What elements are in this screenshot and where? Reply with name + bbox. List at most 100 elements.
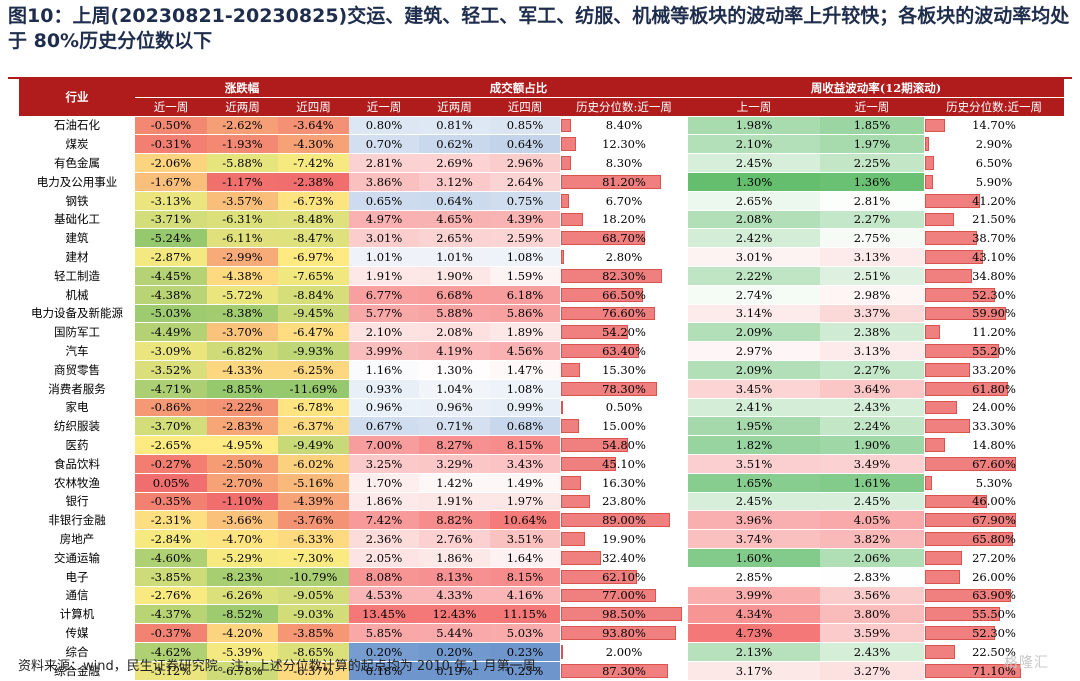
percentile-bar [561, 456, 617, 471]
turnover-share-cell: 0.85% [490, 116, 560, 136]
table-row: 钢铁 -3.13% -3.57% -6.73% 0.65% 0.64% 0.75% 6.70%… [19, 191, 1065, 211]
return-cell: -8.23% [207, 567, 278, 587]
return-cell: -5.72% [207, 285, 278, 305]
volatility-cell: 1.36% [820, 172, 924, 192]
turnover-share-cell: 4.97% [349, 210, 419, 230]
turnover-share-cell: 0.23% [490, 642, 560, 662]
percentile-cell: 68.70% [560, 228, 688, 249]
turnover-share-cell: 7.00% [349, 435, 419, 455]
percentile-cell: 98.50% [560, 604, 688, 625]
turnover-share-cell: 8.15% [490, 435, 560, 455]
industry-name: 交通运输 [19, 548, 135, 568]
volatility-cell: 2.65% [688, 191, 820, 211]
col-header: 近一周 [135, 97, 207, 117]
turnover-share-cell: 0.67% [349, 416, 419, 437]
percentile-cell: 67.60% [924, 454, 1065, 474]
percentile-bar [925, 569, 960, 584]
percentile-cell: 61.80% [924, 379, 1065, 399]
percentile-value: 11.20% [972, 325, 1016, 340]
turnover-share-cell: 1.86% [419, 548, 490, 568]
turnover-share-cell: 1.89% [490, 322, 560, 343]
return-cell: -2.87% [135, 247, 207, 267]
industry-name: 轻工制造 [19, 266, 135, 286]
turnover-share-cell: 0.75% [490, 191, 560, 211]
turnover-share-cell: 1.49% [490, 473, 560, 493]
volatility-cell: 3.82% [820, 529, 924, 549]
table-row: 传媒 -0.37% -4.20% -3.85% 5.85% 5.44% 5.03% 93.80… [19, 623, 1065, 643]
percentile-cell: 5.30% [924, 473, 1065, 493]
volatility-cell: 2.38% [820, 322, 924, 343]
col-header: 近一周 [820, 97, 924, 117]
industry-name: 建材 [19, 247, 135, 267]
table-row: 商贸零售 -3.52% -4.33% -6.25% 1.16% 1.30% 1.47% 15.… [19, 360, 1065, 380]
table-row: 有色金属 -2.06% -5.88% -7.42% 2.81% 2.69% 2.96% 8.3… [19, 153, 1065, 173]
turnover-share-cell: 1.91% [349, 266, 419, 286]
return-cell: -2.31% [135, 510, 207, 531]
percentile-value: 87.30% [602, 663, 646, 678]
return-cell: -2.83% [207, 416, 278, 437]
volatility-cell: 2.08% [688, 210, 820, 230]
percentile-cell: 77.00% [560, 586, 688, 606]
return-cell: -4.49% [135, 322, 207, 343]
percentile-bar [925, 306, 1006, 321]
volatility-cell: 2.43% [820, 398, 924, 418]
percentile-bar [925, 607, 1000, 622]
table-row: 综合 -4.62% -5.39% -8.65% 0.20% 0.20% 0.23% 2.00%… [19, 642, 1065, 662]
return-cell: -4.60% [135, 548, 207, 568]
turnover-share-cell: 0.65% [349, 191, 419, 211]
percentile-value: 55.50% [972, 607, 1016, 622]
percentile-bar [561, 174, 661, 189]
table-row: 汽车 -3.09% -6.82% -9.93% 3.99% 4.19% 4.56% 63.40… [19, 341, 1065, 361]
percentile-value: 52.30% [972, 287, 1016, 302]
percentile-value: 81.20% [602, 174, 646, 189]
percentile-cell: 93.80% [560, 623, 688, 643]
industry-name: 医药 [19, 435, 135, 455]
percentile-value: 43.10% [972, 250, 1016, 265]
percentile-value: 23.80% [602, 494, 646, 509]
turnover-share-cell: 5.88% [419, 304, 490, 324]
turnover-share-cell: 3.51% [490, 529, 560, 549]
sector-table: 行业 涨跌幅 成交额占比 周收益波动率(12期滚动) 近一周 近两周 近四周 近… [19, 79, 1065, 681]
percentile-bar [925, 344, 1000, 358]
percentile-bar [561, 419, 580, 434]
industry-name: 国防军工 [19, 322, 135, 343]
percentile-bar [561, 494, 591, 509]
percentile-bar [561, 626, 677, 640]
return-cell: -1.10% [207, 492, 278, 512]
return-cell: -2.84% [135, 529, 207, 549]
percentile-bar [561, 663, 669, 678]
return-cell: -5.39% [207, 642, 278, 662]
volatility-cell: 1.61% [820, 473, 924, 493]
return-cell: -6.82% [207, 341, 278, 361]
percentile-cell: 27.20% [924, 548, 1065, 568]
volatility-cell: 3.99% [688, 586, 820, 606]
percentile-bar [561, 325, 628, 340]
return-cell: -6.73% [278, 191, 349, 211]
percentile-cell: 0.50% [560, 398, 688, 418]
return-cell: -4.20% [207, 623, 278, 643]
volatility-cell: 2.81% [820, 191, 924, 211]
return-cell: -3.70% [135, 416, 207, 437]
percentile-cell: 62.10% [560, 567, 688, 587]
percentile-value: 54.20% [602, 325, 646, 340]
percentile-cell: 67.90% [924, 510, 1065, 531]
return-cell: -9.49% [278, 435, 349, 455]
return-cell: -6.47% [278, 322, 349, 343]
return-cell: -6.11% [207, 228, 278, 249]
percentile-bar [925, 494, 987, 509]
percentile-bar [925, 174, 933, 189]
percentile-bar [925, 475, 933, 490]
return-cell: -8.84% [278, 285, 349, 305]
percentile-bar [925, 118, 945, 133]
percentile-cell: 66.50% [560, 285, 688, 305]
percentile-value: 41.20% [972, 193, 1016, 208]
industry-name: 钢铁 [19, 191, 135, 211]
turnover-share-cell: 3.86% [349, 172, 419, 192]
industry-name: 传媒 [19, 623, 135, 643]
turnover-share-cell: 1.91% [419, 492, 490, 512]
volatility-cell: 2.74% [688, 285, 820, 305]
percentile-value: 24.00% [972, 400, 1016, 415]
percentile-bar [561, 607, 683, 622]
return-cell: -6.02% [278, 454, 349, 474]
volatility-cell: 1.60% [688, 548, 820, 568]
